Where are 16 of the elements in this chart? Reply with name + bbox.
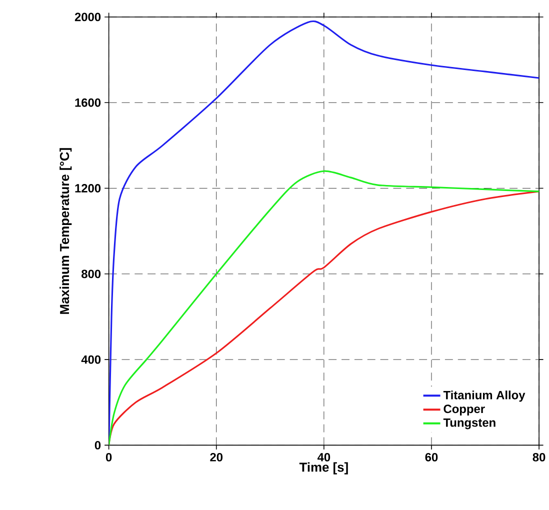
y-tick-label: 1600 [75, 98, 101, 107]
x-axis-title: Time [s] [299, 462, 348, 474]
y-tick-label: 0 [94, 440, 101, 450]
x-tick-label: 0 [106, 452, 112, 462]
legend-label: Copper [444, 404, 485, 416]
y-axis-title: Maximum Temperature [°C] [60, 148, 72, 314]
y-tick-label: 1200 [75, 184, 101, 192]
x-tick-label: 80 [532, 452, 546, 462]
y-tick-label: 800 [82, 270, 101, 278]
legend-label: Titanium Alloy [443, 390, 526, 402]
legend-label: Tungsten [443, 418, 496, 430]
y-tick-label: 2000 [74, 12, 101, 22]
x-tick-label: 20 [210, 452, 223, 462]
x-tick-label: 60 [425, 452, 438, 462]
x-tick-label: 40 [317, 452, 330, 462]
y-tick-label: 400 [81, 355, 101, 364]
